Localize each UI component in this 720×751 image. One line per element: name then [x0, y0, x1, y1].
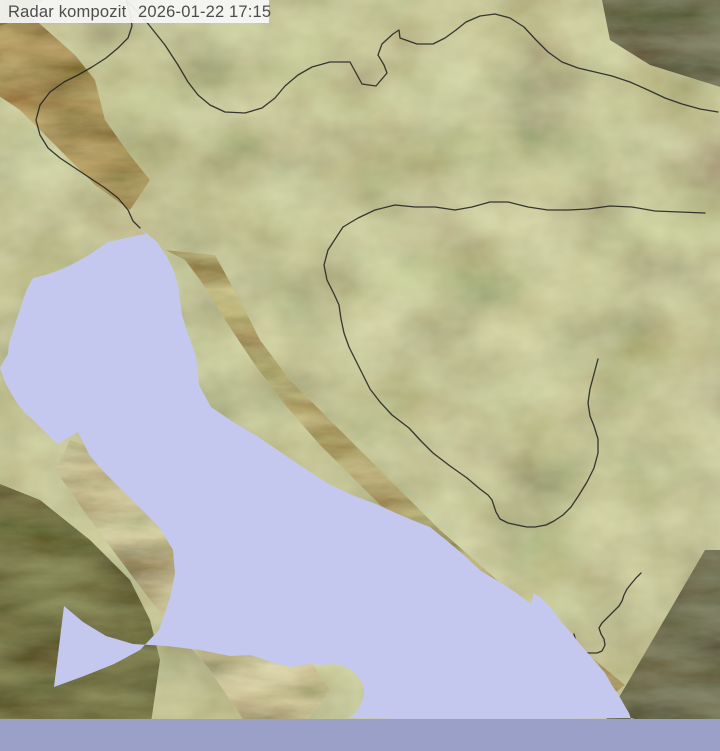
svg-text:17:15: 17:15 — [229, 3, 271, 21]
svg-text:2026-01-22: 2026-01-22 — [138, 3, 224, 21]
svg-text:Radar kompozit: Radar kompozit — [8, 3, 127, 21]
